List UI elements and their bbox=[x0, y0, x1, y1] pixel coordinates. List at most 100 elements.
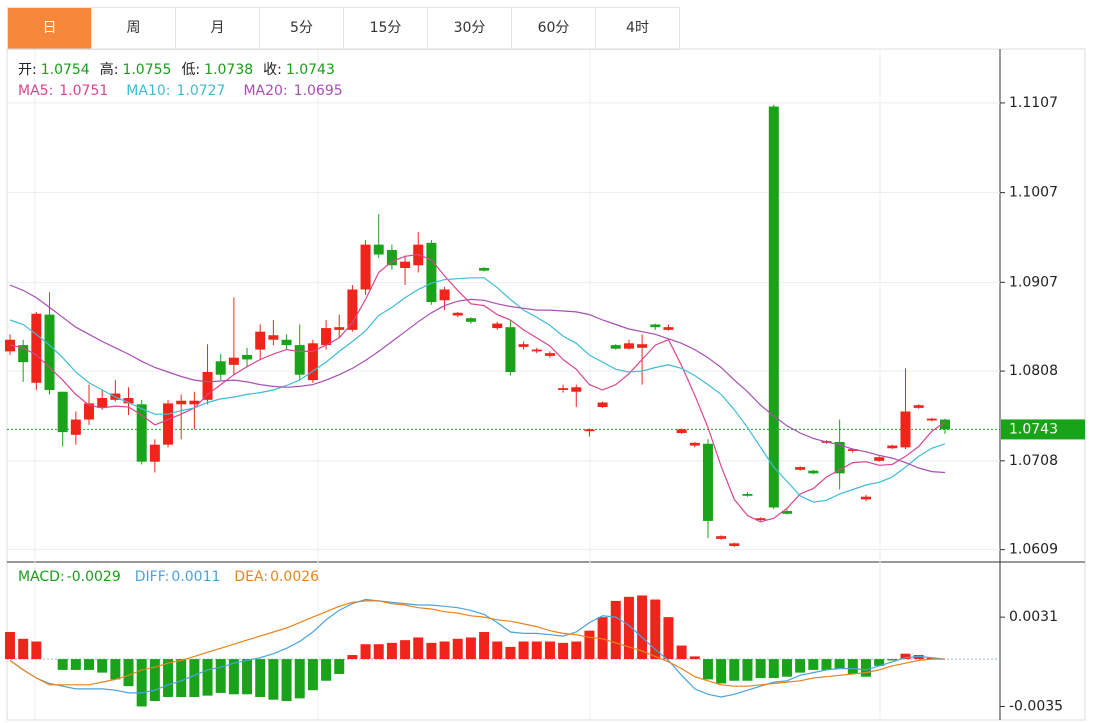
macd-bar bbox=[255, 659, 266, 697]
macd-bar bbox=[452, 638, 463, 660]
candle-body bbox=[307, 343, 318, 381]
candle-body bbox=[847, 449, 858, 451]
macd-bar bbox=[742, 659, 753, 681]
legend-label: 低: bbox=[181, 62, 200, 78]
ma-legend: MA5: 1.0751 MA10: 1.0727 MA20: 1.0695 bbox=[18, 83, 343, 99]
ma-line bbox=[9, 284, 946, 474]
candle-body bbox=[334, 327, 345, 330]
macd-bar bbox=[676, 645, 687, 660]
legend-label: 收: bbox=[263, 62, 282, 78]
candle-body bbox=[689, 442, 700, 446]
dea-line bbox=[9, 600, 945, 687]
candle-body bbox=[202, 372, 213, 400]
candle-body bbox=[860, 496, 871, 500]
macd-bar bbox=[294, 659, 305, 699]
legend-label: 开: bbox=[18, 62, 37, 78]
macd-bar bbox=[781, 659, 792, 677]
macd-bar bbox=[400, 640, 411, 660]
candle-body bbox=[97, 398, 108, 408]
candle-body bbox=[70, 419, 81, 435]
macd-bar bbox=[887, 659, 898, 661]
candle-body bbox=[31, 313, 42, 383]
legend-label: 高: bbox=[100, 61, 119, 78]
candle-body bbox=[228, 357, 239, 365]
candle-body bbox=[281, 339, 292, 346]
diff-line bbox=[9, 598, 946, 698]
macd-bar bbox=[544, 641, 555, 660]
macd-bar bbox=[439, 641, 450, 660]
candle-body bbox=[426, 242, 437, 303]
candle-body bbox=[729, 543, 740, 547]
macd-bar bbox=[189, 659, 200, 697]
macd-bar bbox=[808, 659, 819, 670]
macd-bar bbox=[84, 659, 95, 670]
candle-body bbox=[439, 289, 450, 301]
period-tab[interactable]: 4时 bbox=[596, 8, 680, 49]
macd-bar bbox=[215, 659, 226, 693]
macd-bar bbox=[623, 596, 634, 660]
legend-value: -0.0029 bbox=[67, 569, 121, 585]
candle-body bbox=[163, 403, 174, 445]
candle-body bbox=[834, 441, 845, 474]
macd-bar bbox=[900, 653, 911, 660]
macd-bar bbox=[518, 641, 529, 660]
macd-bar bbox=[729, 659, 740, 681]
last-price-label: 1.0743 bbox=[1009, 421, 1058, 437]
candle-body bbox=[663, 327, 674, 330]
candle-body bbox=[531, 349, 542, 352]
candle-body bbox=[268, 335, 279, 340]
candle-body bbox=[347, 289, 358, 330]
period-tab[interactable]: 日 bbox=[8, 8, 92, 49]
candle-body bbox=[518, 344, 529, 347]
candle-body bbox=[492, 323, 503, 329]
macd-bar bbox=[650, 599, 661, 660]
legend: 开: 1.0754 高: 1.0755 低: 1.0738 收: 1.0743 bbox=[18, 61, 335, 78]
candle-body bbox=[940, 419, 950, 430]
period-tabs: 日周月 5分 15分 30分 60分 4时 bbox=[7, 7, 680, 50]
legend-value: 1.0743 bbox=[286, 62, 335, 78]
macd-bar bbox=[163, 659, 174, 697]
candle-body bbox=[808, 470, 819, 474]
y-tick-label: 1.0907 bbox=[1009, 274, 1058, 290]
macd-bar bbox=[874, 659, 885, 666]
macd-bar bbox=[31, 641, 42, 660]
legend-value: 1.0727 bbox=[176, 83, 225, 99]
macd-bar bbox=[5, 632, 15, 660]
candle-body bbox=[149, 444, 160, 462]
period-tab[interactable]: 月 bbox=[176, 8, 260, 49]
macd-bar bbox=[834, 659, 845, 669]
candle-body bbox=[84, 403, 95, 420]
y-tick-label: 0.0031 bbox=[1009, 609, 1058, 625]
candle-body bbox=[18, 345, 29, 363]
candle-body bbox=[755, 518, 766, 521]
period-tab[interactable]: 30分 bbox=[428, 8, 512, 49]
period-tab[interactable]: 15分 bbox=[344, 8, 428, 49]
macd-bar bbox=[597, 617, 608, 660]
legend-value: 1.0754 bbox=[41, 62, 90, 78]
macd-legend: MACD: -0.0029 DIFF: 0.0011 DEA: 0.0026 bbox=[18, 569, 319, 585]
macd-bar bbox=[531, 641, 542, 660]
legend-value: 0.0011 bbox=[171, 569, 220, 585]
candle-body bbox=[505, 327, 516, 373]
candle-body bbox=[386, 250, 397, 266]
last-price-box bbox=[1001, 419, 1085, 440]
legend-label: MA5: bbox=[18, 83, 53, 99]
period-tab[interactable]: 周 bbox=[92, 8, 176, 49]
macd-bar bbox=[465, 637, 476, 660]
candle-body bbox=[558, 388, 569, 390]
macd-bar bbox=[860, 659, 871, 677]
period-tab[interactable]: 5分 bbox=[260, 8, 344, 49]
candle-body bbox=[742, 494, 753, 496]
candle-body bbox=[597, 402, 608, 407]
macd-bar bbox=[610, 600, 621, 660]
macd-bar bbox=[149, 659, 160, 702]
macd-bar bbox=[702, 659, 713, 680]
macd-bar bbox=[755, 659, 766, 679]
y-tick-label: 1.1007 bbox=[1009, 185, 1058, 201]
period-tab[interactable]: 60分 bbox=[512, 8, 596, 49]
legend-label: DEA: bbox=[234, 569, 268, 585]
candle-body bbox=[650, 324, 661, 328]
macd-bar bbox=[321, 659, 332, 681]
candle-body bbox=[123, 398, 134, 404]
